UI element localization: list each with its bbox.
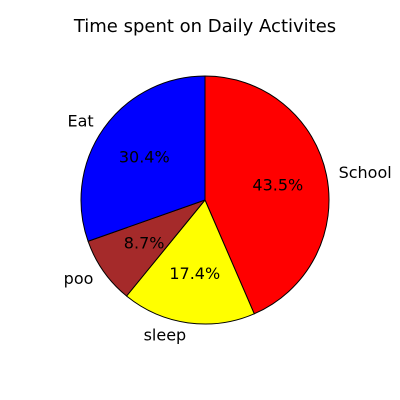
slice-label-poo: poo bbox=[64, 269, 94, 288]
slice-label-eat: Eat bbox=[67, 112, 93, 131]
pie-slice-sleep bbox=[126, 199, 255, 325]
chart-title: Time spent on Daily Activites bbox=[73, 16, 336, 37]
pie-labels: School 43.5% sleep 17.4% poo 8.7% Eat 30.4% bbox=[64, 112, 392, 345]
pie-slice-school bbox=[204, 75, 330, 315]
slice-percent-school: 43.5% bbox=[252, 175, 303, 194]
slice-label-sleep: sleep bbox=[144, 326, 187, 345]
slice-label-school: School bbox=[339, 163, 392, 182]
slice-percent-poo: 8.7% bbox=[124, 233, 165, 252]
pie-slices bbox=[80, 75, 330, 325]
slice-percent-eat: 30.4% bbox=[119, 148, 170, 167]
slice-percent-sleep: 17.4% bbox=[169, 264, 220, 283]
pie-slice-eat bbox=[80, 75, 206, 242]
